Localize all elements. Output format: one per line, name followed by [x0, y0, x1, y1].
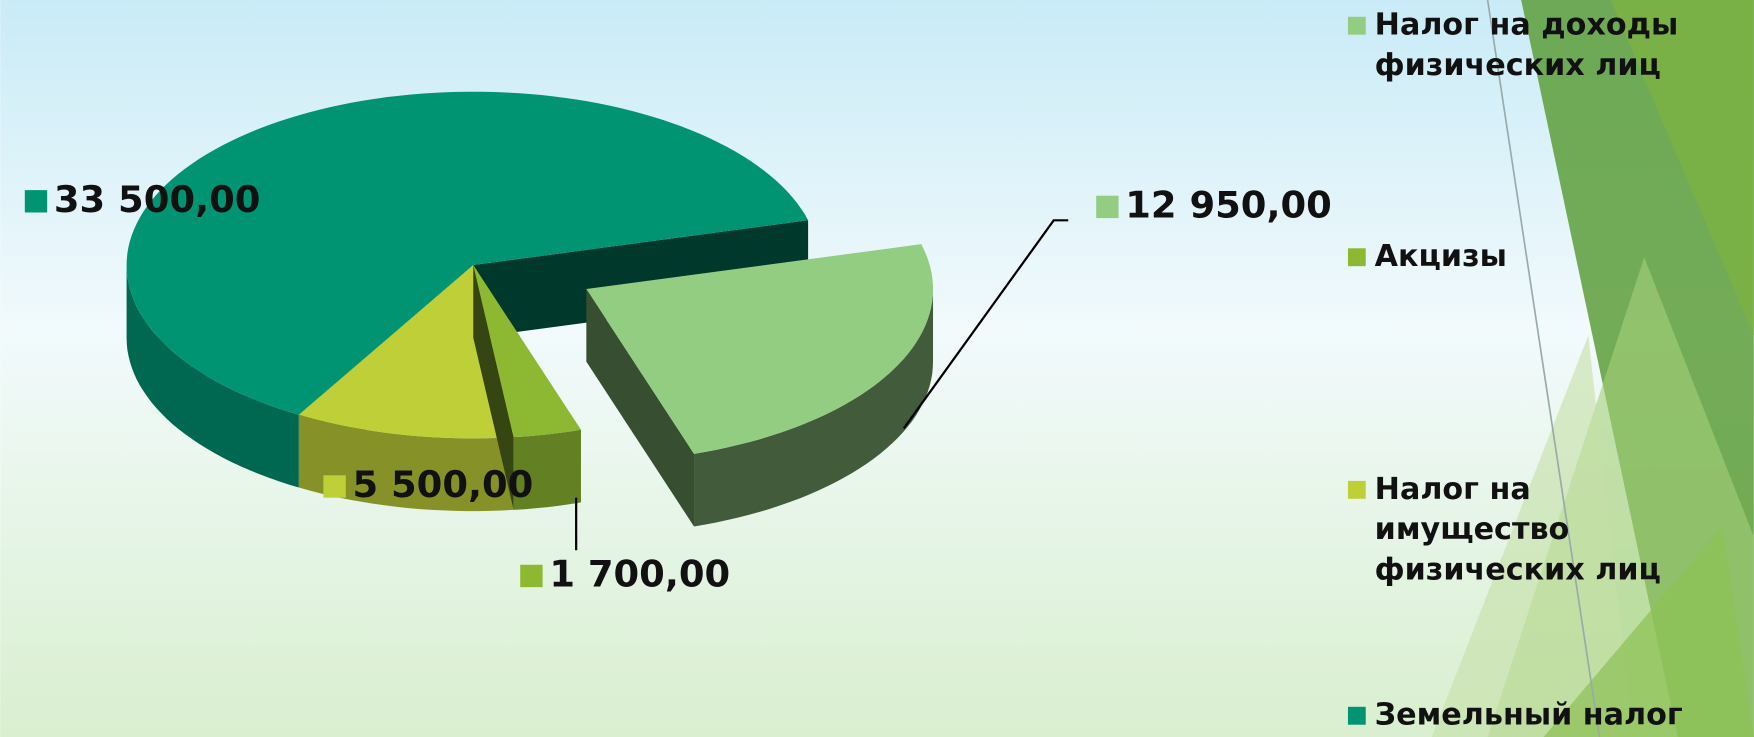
label-swatch [25, 190, 47, 212]
legend-box: Налог на доходы физических лиц Акцизы Нало… [1348, 6, 1751, 737]
chart: 12 950,00 1 700,00 5 500,00 33 500,00 Налог… [0, 0, 1754, 737]
page: {"chart_data": {"type": "pie3d", "catego… [0, 0, 1754, 737]
label-swatch [323, 475, 345, 497]
data-label: 5 500,00 [352, 463, 533, 506]
legend-swatch [1348, 248, 1366, 266]
data-label: 1 700,00 [549, 552, 730, 595]
label-swatch [1096, 196, 1118, 218]
data-label: 33 500,00 [54, 178, 261, 221]
legend-label: Налог на доходы физических лиц [1375, 6, 1734, 87]
legend-item: Акцизы [1348, 237, 1734, 277]
legend-label: Налог на имущество физических лиц [1375, 470, 1734, 591]
legend-swatch [1348, 17, 1366, 35]
legend-item: Налог на имущество физических лиц [1348, 470, 1734, 591]
body: 12 950,00 1 700,00 5 500,00 33 500,00 Налог… [0, 0, 1754, 737]
legend: Налог на доходы физических лиц Акцизы Нало… [1348, 6, 1751, 737]
legend-item: Земельный налог [1348, 696, 1734, 736]
legend-swatch [1348, 481, 1366, 499]
legend-label: Земельный налог [1375, 696, 1683, 736]
legend-swatch [1348, 707, 1366, 725]
data-label: 12 950,00 [1125, 183, 1332, 226]
legend-label: Акцизы [1375, 237, 1507, 277]
label-swatch [520, 565, 542, 587]
legend-item: Налог на доходы физических лиц [1348, 6, 1734, 87]
